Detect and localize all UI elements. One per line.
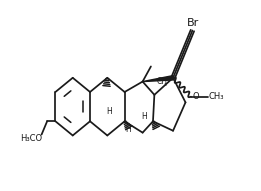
Text: ₃: ₃ bbox=[163, 81, 166, 87]
Text: Br: Br bbox=[187, 18, 199, 28]
Polygon shape bbox=[143, 76, 173, 82]
Text: H: H bbox=[106, 107, 112, 116]
Text: CH: CH bbox=[156, 77, 168, 86]
Text: H: H bbox=[141, 112, 147, 121]
Text: O: O bbox=[193, 92, 199, 101]
Text: CH₃: CH₃ bbox=[209, 92, 224, 101]
Text: H: H bbox=[125, 125, 131, 134]
Text: H₃CO: H₃CO bbox=[20, 134, 42, 143]
